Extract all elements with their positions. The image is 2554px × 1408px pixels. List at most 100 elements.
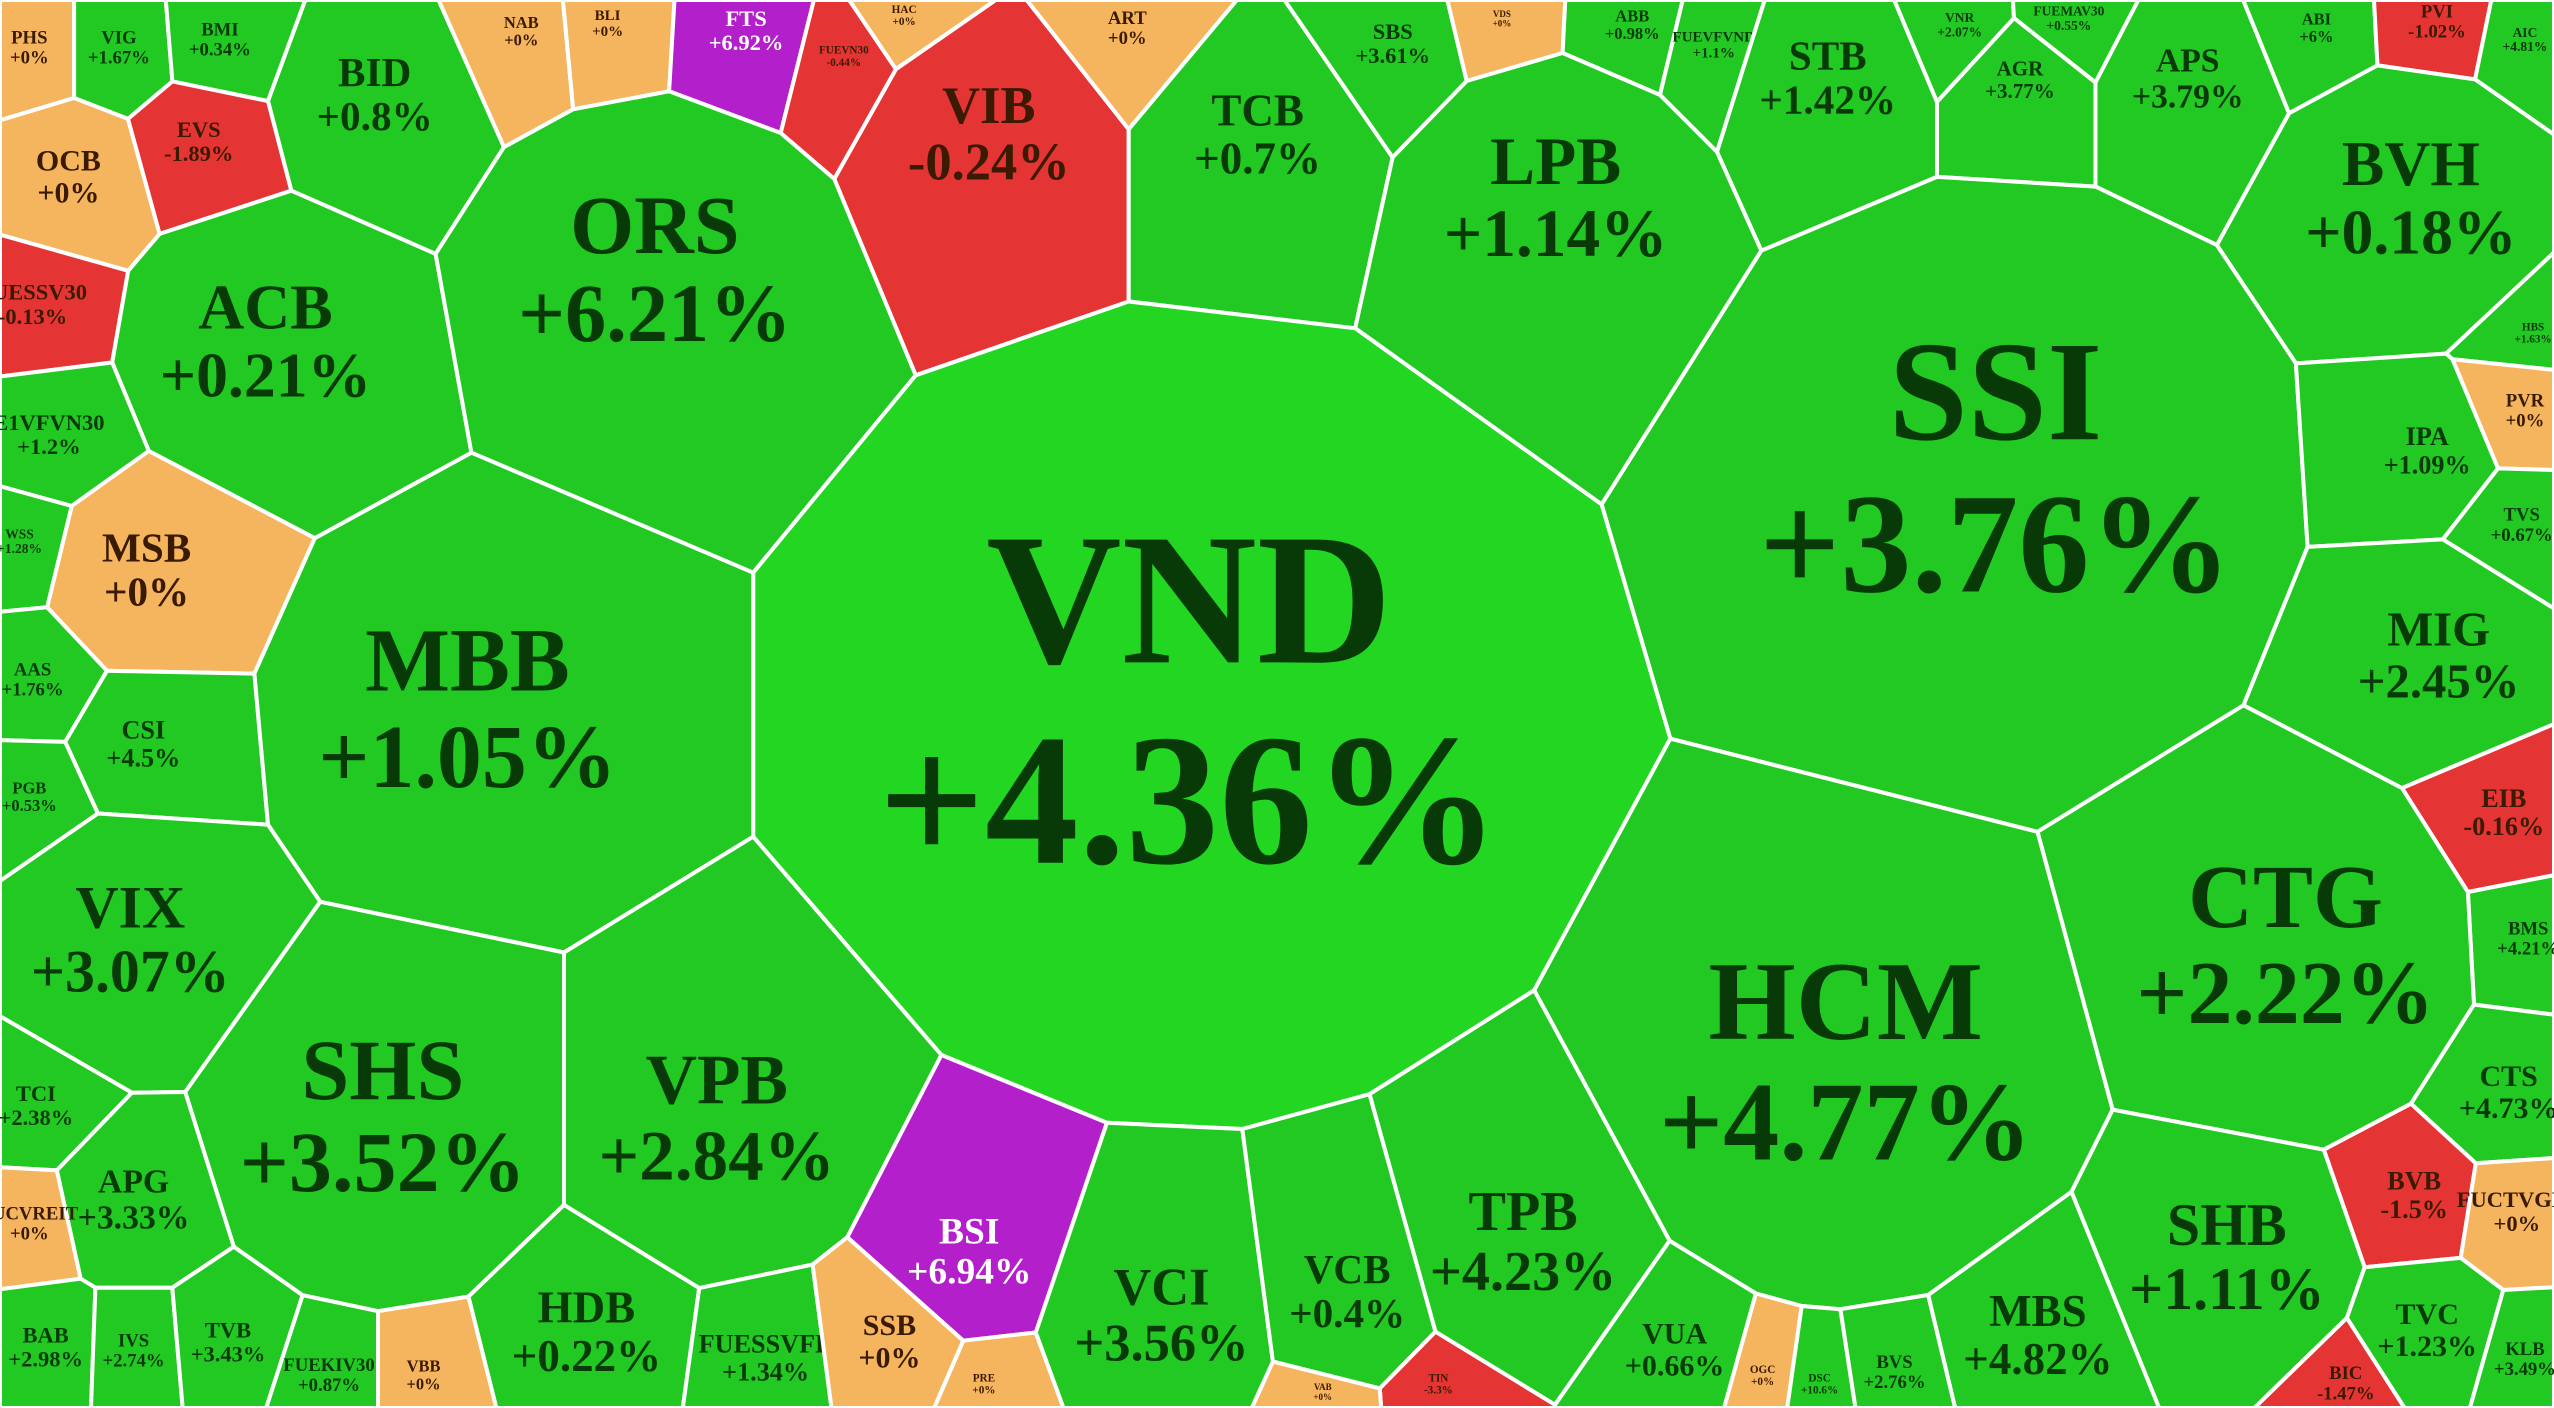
- change-label: +0%: [1108, 28, 1147, 49]
- change-label: +0.98%: [1605, 24, 1660, 43]
- change-label: -1.5%: [2380, 1195, 2448, 1224]
- change-label: +10.6%: [1801, 1384, 1838, 1396]
- ticker-label: ACB: [198, 271, 332, 342]
- change-label: +2.07%: [1937, 25, 1982, 40]
- change-label: +0.22%: [512, 1331, 661, 1381]
- change-label: +0%: [893, 16, 916, 28]
- ticker-label: BVB: [2387, 1167, 2441, 1196]
- change-label: +0.8%: [317, 93, 433, 139]
- change-label: +2.38%: [0, 1105, 73, 1130]
- change-label: +0%: [592, 24, 623, 40]
- change-label: +1.63%: [2515, 334, 2552, 346]
- cell: [2467, 1285, 2554, 1408]
- cell: [2473, 0, 2554, 137]
- change-label: +0.34%: [189, 39, 251, 60]
- change-label: +0%: [1313, 1392, 1332, 1402]
- ticker-label: PGB: [12, 778, 46, 797]
- change-label: +2.45%: [2358, 655, 2520, 709]
- change-label: +6.94%: [907, 1252, 1032, 1293]
- ticker-label: APG: [98, 1163, 169, 1200]
- ticker-label: CTG: [2188, 848, 2383, 947]
- change-label: +0%: [37, 177, 99, 210]
- change-label: -3.3%: [1424, 1384, 1453, 1396]
- change-label: +1.28%: [0, 541, 42, 556]
- ticker-label: BSI: [939, 1211, 999, 1252]
- ticker-label: EVS: [177, 117, 221, 142]
- change-label: +2.74%: [103, 1351, 165, 1372]
- ticker-label: E1VFVN30: [0, 410, 104, 435]
- change-label: +0%: [2506, 411, 2545, 432]
- change-label: +1.76%: [2, 680, 64, 701]
- change-label: +3.76%: [1759, 465, 2232, 623]
- ticker-label: ART: [1108, 8, 1147, 29]
- change-label: +1.11%: [2129, 1256, 2325, 1322]
- ticker-label: AGR: [1997, 56, 2045, 80]
- change-label: +0%: [504, 30, 538, 49]
- change-label: +6.92%: [709, 30, 784, 55]
- ticker-label: VIX: [75, 874, 185, 940]
- change-label: +2.22%: [2136, 944, 2434, 1043]
- ticker-label: STB: [1789, 32, 1867, 78]
- ticker-label: FTS: [725, 6, 766, 31]
- ticker-label: FUESSVFL: [699, 1330, 833, 1359]
- cell: [1249, 1359, 1384, 1408]
- ticker-label: MIG: [2387, 603, 2490, 657]
- ticker-label: AIC: [2513, 25, 2538, 40]
- change-label: +0%: [1751, 1376, 1774, 1388]
- ticker-label: TCI: [16, 1081, 56, 1106]
- change-label: +0.66%: [1625, 1349, 1725, 1382]
- change-label: +4.77%: [1659, 1060, 2032, 1184]
- ticker-label: BIC: [2329, 1363, 2362, 1384]
- ticker-label: BLI: [595, 8, 621, 24]
- change-label: +6%: [2299, 27, 2333, 46]
- change-label: +2.76%: [1864, 1372, 1926, 1393]
- ticker-label: FUEKIV30: [283, 1355, 374, 1376]
- change-label: +1.14%: [1444, 196, 1668, 271]
- change-label: +2.84%: [599, 1118, 835, 1196]
- ticker-label: VND: [986, 495, 1392, 703]
- ticker-label: HAC: [892, 4, 917, 16]
- change-label: +1.2%: [17, 434, 80, 459]
- ticker-label: FUEMAV30: [2033, 4, 2104, 19]
- ticker-label: ORS: [570, 180, 739, 271]
- ticker-label: BAB: [22, 1322, 68, 1347]
- change-label: +2.98%: [8, 1346, 83, 1371]
- change-label: +0.87%: [298, 1375, 360, 1396]
- ticker-label: PVI: [2421, 1, 2453, 22]
- ticker-label: VAB: [1314, 1382, 1332, 1392]
- ticker-label: TVS: [2504, 505, 2540, 526]
- change-label: +0%: [104, 569, 189, 615]
- ticker-label: VNR: [1945, 10, 1974, 25]
- change-label: +0.4%: [1289, 1290, 1405, 1336]
- change-label: +4.36%: [878, 696, 1500, 904]
- change-label: +0.53%: [2, 796, 57, 815]
- change-label: +1.09%: [2384, 450, 2471, 479]
- change-label: +3.52%: [240, 1114, 526, 1210]
- ticker-label: HDB: [538, 1283, 636, 1333]
- change-label: -1.47%: [2317, 1383, 2375, 1404]
- change-label: -1.02%: [2408, 21, 2466, 42]
- ticker-label: IPA: [2406, 422, 2449, 451]
- ticker-label: IVS: [118, 1331, 149, 1352]
- ticker-label: AAS: [14, 659, 51, 680]
- change-label: +4.82%: [1963, 1334, 2112, 1384]
- ticker-label: TCB: [1211, 85, 1304, 135]
- ticker-label: FUEVN30: [819, 45, 869, 57]
- ticker-label: VCI: [1113, 1258, 1209, 1316]
- ticker-label: CSI: [122, 715, 166, 744]
- change-label: +3.07%: [31, 939, 230, 1005]
- ticker-label: SSB: [863, 1309, 916, 1342]
- ticker-label: VBB: [407, 1357, 441, 1376]
- change-label: +4.23%: [1430, 1241, 1617, 1303]
- change-label: +6.21%: [518, 268, 792, 359]
- change-label: +0.67%: [2491, 525, 2553, 546]
- ticker-label: TPB: [1468, 1181, 1577, 1243]
- ticker-label: VIB: [942, 77, 1035, 135]
- ticker-label: ABB: [1615, 6, 1649, 25]
- ticker-label: FUCVREIT: [0, 1204, 79, 1225]
- ticker-label: ABI: [2302, 10, 2331, 29]
- ticker-label: WSS: [5, 527, 34, 542]
- ticker-label: SHB: [2167, 1192, 2287, 1258]
- ticker-label: DSC: [1808, 1372, 1830, 1384]
